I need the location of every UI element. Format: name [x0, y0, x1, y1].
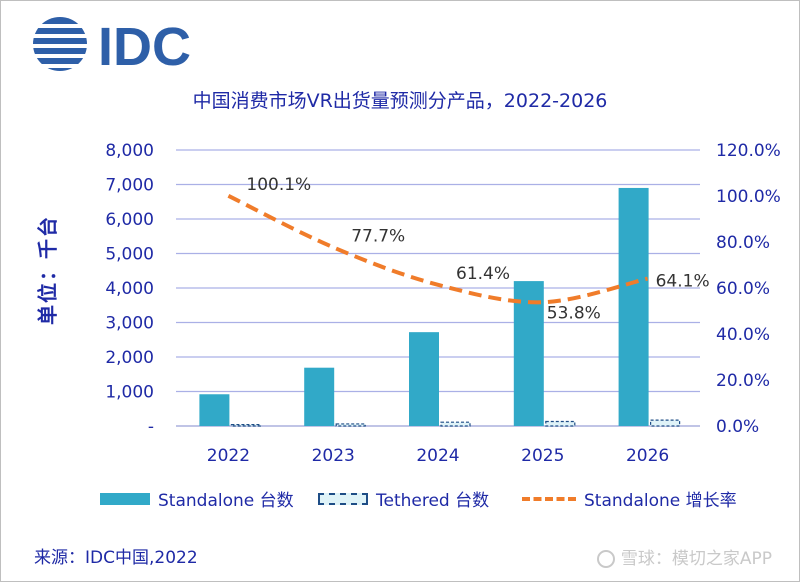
globe-icon — [30, 17, 90, 71]
bar-tethered — [649, 419, 681, 427]
legend-item-standalone: Standalone 台数 — [100, 486, 294, 511]
legend-label-growth: Standalone 增长率 — [584, 491, 737, 511]
y-right-tick-label: 0.0% — [716, 417, 759, 437]
growth-data-label: 100.1% — [246, 175, 311, 195]
legend: Standalone 台数 Tethered 台数 Standalone 增长率 — [90, 486, 770, 512]
legend-swatch-standalone — [100, 492, 150, 505]
growth-data-label: 53.8% — [547, 303, 601, 323]
bar-standalone — [513, 281, 544, 426]
y-left-tick-label: 3,000 — [105, 314, 154, 334]
bar-standalone — [304, 367, 335, 426]
y-left-tick-label: 7,000 — [105, 176, 154, 196]
legend-swatch-growth — [522, 496, 576, 501]
y-left-tick-label: - — [148, 417, 154, 437]
bar-tethered — [545, 420, 576, 427]
legend-label-tethered: Tethered 台数 — [376, 491, 490, 511]
y-right-tick-label: 20.0% — [716, 371, 770, 391]
logo-text: IDC — [98, 17, 191, 74]
source-note: 来源：IDC中国,2022 — [34, 548, 198, 568]
watermark: 雪球：模切之家APP — [596, 544, 772, 569]
bar-tethered — [440, 421, 471, 427]
watermark-text: 雪球：模切之家APP — [620, 549, 772, 569]
growth-data-label: 77.7% — [351, 226, 405, 246]
bar-tethered — [335, 423, 366, 427]
x-tick-label: 2026 — [626, 446, 669, 466]
legend-item-growth: Standalone 增长率 — [522, 486, 737, 511]
y-left-tick-label: 1,000 — [105, 383, 154, 403]
x-tick-label: 2025 — [521, 446, 564, 466]
y-right-tick-label: 100.0% — [716, 187, 781, 207]
bar-standalone — [199, 394, 230, 426]
xueqiu-logo-icon — [596, 550, 615, 568]
y-left-tick-label: 2,000 — [105, 348, 154, 368]
bar-standalone — [409, 332, 439, 426]
chart-title: 中国消费市场VR出货量预测分产品，2022-2026 — [192, 90, 608, 112]
idc-logo: IDC — [30, 14, 210, 77]
growth-line — [227, 193, 649, 305]
y-left-tick-label: 4,000 — [105, 279, 154, 299]
x-tick-label: 2022 — [207, 446, 250, 466]
growth-data-label: 64.1% — [656, 272, 710, 292]
legend-item-tethered: Tethered 台数 — [318, 486, 489, 511]
y-right-tick-label: 60.0% — [716, 279, 770, 299]
y-left-tick-label: 5,000 — [105, 245, 154, 265]
y-right-tick-label: 40.0% — [716, 325, 770, 345]
bar-standalone — [618, 187, 649, 426]
y-left-tick-label: 8,000 — [105, 141, 154, 161]
y-right-tick-label: 80.0% — [716, 233, 770, 253]
x-tick-label: 2024 — [416, 446, 459, 466]
legend-swatch-tethered — [318, 492, 368, 505]
growth-data-label: 61.4% — [456, 264, 510, 284]
y-right-tick-label: 120.0% — [716, 141, 781, 161]
legend-label-standalone: Standalone 台数 — [158, 491, 294, 511]
bar-tethered — [230, 424, 261, 427]
x-tick-label: 2023 — [312, 446, 355, 466]
y-left-tick-label: 6,000 — [105, 210, 154, 230]
